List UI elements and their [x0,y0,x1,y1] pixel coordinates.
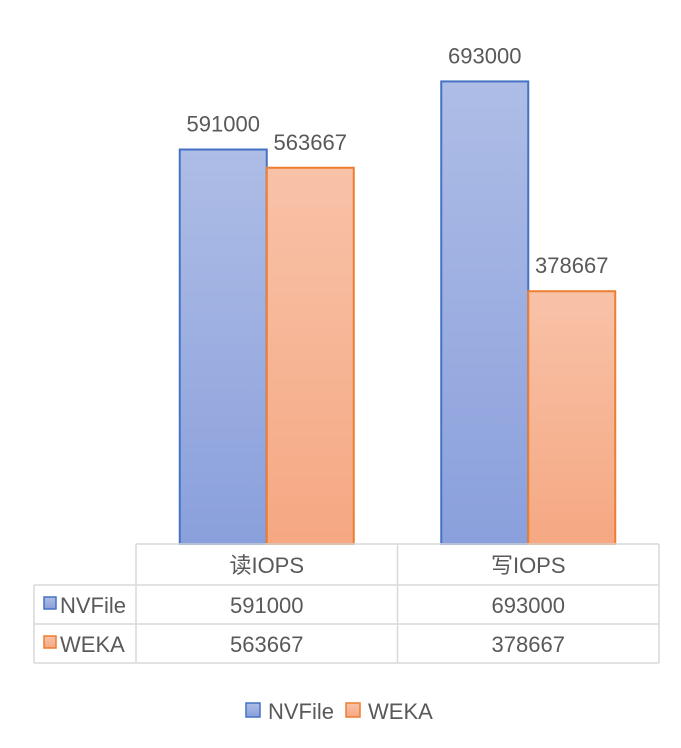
legend-label-nvfile: NVFile [268,699,334,724]
bar-nvfile-0 [178,148,268,545]
table-header-cell: 写IOPS [491,553,566,578]
bars-layer [178,80,617,546]
legend: NVFile WEKA [245,699,433,724]
table-row-label: NVFile [60,593,126,618]
legend-key-nvfile [245,702,261,718]
table-cell: 591000 [230,593,303,618]
table-cell: 563667 [230,632,303,657]
data-label-nvfile-1: 693000 [448,43,521,68]
table-legend-key-weka [43,635,57,649]
data-table: 读IOPS 写IOPS NVFile 591000 693000 WEKA 563667 37… [33,543,660,664]
bar-weka-1 [527,290,617,545]
table-cell: 693000 [492,593,565,618]
bar-nvfile-1 [440,80,530,546]
table-row-label: WEKA [60,632,125,657]
data-label-nvfile-0: 591000 [187,112,260,137]
data-labels: 591000 563667 693000 378667 [187,43,609,278]
data-label-weka-0: 563667 [274,130,347,155]
bar-weka-0 [265,166,355,545]
table-cell: 378667 [492,632,565,657]
data-label-weka-1: 378667 [535,253,608,278]
legend-key-weka [345,702,361,718]
table-header-cell: 读IOPS [229,553,304,578]
table-legend-key-nvfile [43,596,57,610]
legend-label-weka: WEKA [368,699,433,724]
